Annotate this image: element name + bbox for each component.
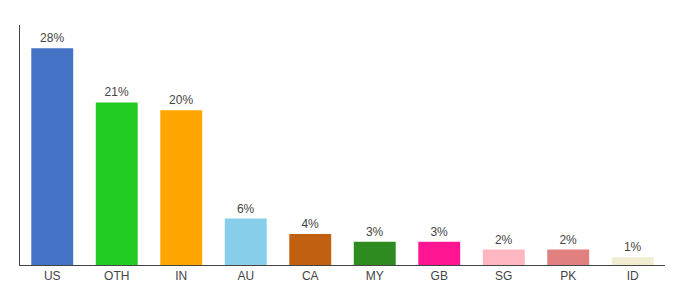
- svg-text:SG: SG: [495, 269, 512, 283]
- svg-text:US: US: [44, 269, 61, 283]
- svg-text:IN: IN: [175, 269, 187, 283]
- svg-text:MY: MY: [366, 269, 384, 283]
- svg-text:3%: 3%: [430, 225, 448, 239]
- svg-text:21%: 21%: [105, 85, 129, 99]
- svg-text:2%: 2%: [559, 233, 577, 247]
- svg-text:CA: CA: [302, 269, 319, 283]
- svg-text:ID: ID: [627, 269, 639, 283]
- svg-text:6%: 6%: [237, 202, 255, 216]
- svg-text:AU: AU: [237, 269, 254, 283]
- svg-text:1%: 1%: [624, 240, 642, 254]
- svg-text:PK: PK: [560, 269, 576, 283]
- svg-text:OTH: OTH: [104, 269, 129, 283]
- svg-text:2%: 2%: [495, 233, 513, 247]
- svg-text:4%: 4%: [301, 217, 319, 231]
- svg-text:28%: 28%: [40, 31, 64, 45]
- svg-text:20%: 20%: [169, 93, 193, 107]
- svg-text:3%: 3%: [366, 225, 384, 239]
- svg-text:GB: GB: [431, 269, 448, 283]
